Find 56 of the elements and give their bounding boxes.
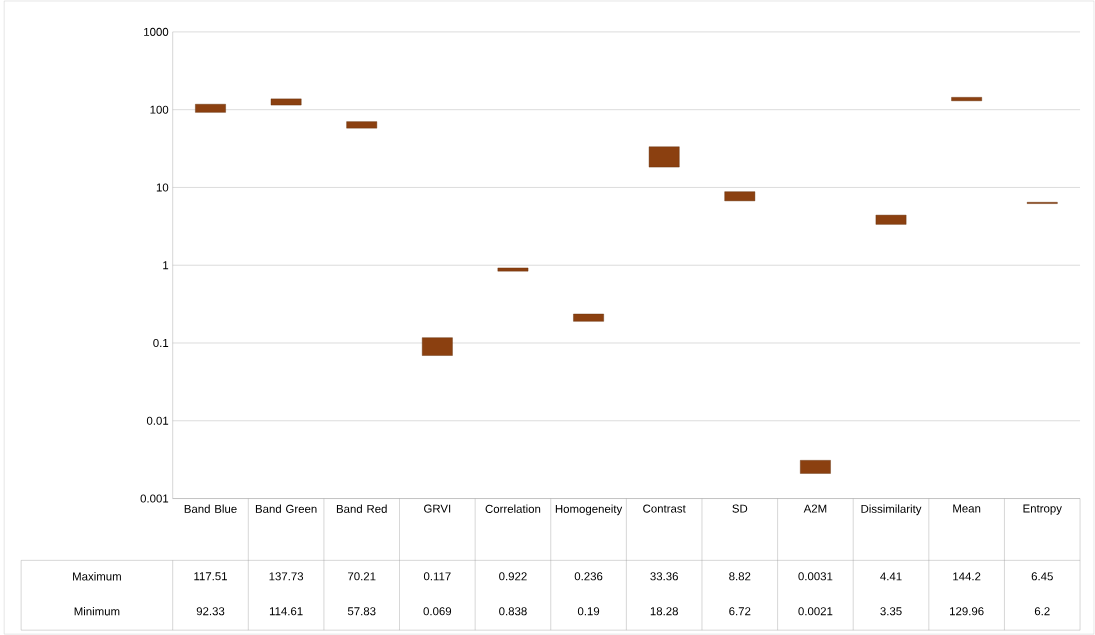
y-tick-label: 0.1 [153, 338, 169, 347]
bar [422, 337, 453, 356]
y-tick-label: 0.01 [146, 416, 169, 425]
bar [346, 121, 378, 129]
data-label: 33.36 [650, 572, 678, 581]
x-tick-label: SD [732, 504, 748, 513]
data-label: 4.41 [880, 572, 902, 581]
y-tick-label: 1000 [144, 27, 169, 36]
text: Maximum [73, 572, 121, 581]
bar [875, 214, 907, 225]
data-label: 0.117 [423, 572, 451, 581]
x-tick-label: Band Blue [184, 504, 237, 513]
bar [497, 267, 529, 272]
text: 6.2 [1034, 607, 1050, 616]
bar [270, 98, 302, 106]
data-label: 8.82 [729, 572, 751, 581]
text: 6.72 [729, 607, 751, 616]
bar [648, 146, 680, 168]
x-tick-label: A2M [803, 504, 827, 513]
x-tick-label: Band Green [255, 504, 317, 513]
data-label: 144.2 [953, 572, 981, 581]
text: 0.838 [499, 607, 527, 616]
text: 114.61 [269, 607, 303, 616]
x-tick-label: Entropy [1023, 504, 1062, 515]
bar [724, 191, 756, 202]
y-tick-label: 100 [150, 105, 169, 114]
y-tick-label: 1 [163, 261, 169, 270]
data-label: 0.0031 [798, 572, 833, 581]
text: 0.19 [577, 607, 600, 616]
data-label: 6.45 [1031, 572, 1053, 581]
text: 92.33 [196, 607, 225, 616]
text: 0.0021 [798, 607, 833, 616]
data-label: 0.922 [499, 572, 527, 581]
text: Minimum [74, 606, 120, 616]
bar [195, 103, 226, 113]
data-label: 117.51 [194, 572, 227, 581]
bar [800, 460, 831, 474]
x-tick-label: GRVI [424, 504, 451, 513]
y-tick-label: 10 [156, 183, 169, 192]
data-label: 0.236 [574, 572, 603, 581]
x-tick-label: Contrast [643, 504, 686, 513]
bar [573, 313, 604, 322]
data-label: 137.73 [269, 572, 304, 581]
data-label: 70.21 [348, 572, 376, 581]
x-tick-label: Dissimilarity [861, 504, 922, 516]
text: 3.35 [880, 607, 902, 616]
x-tick-label: Mean [953, 504, 981, 513]
y-tick-label: 0.001 [140, 494, 169, 503]
x-tick-label: Homogeneity [555, 504, 623, 516]
x-tick-label: Correlation [485, 504, 541, 513]
text: 0.069 [423, 607, 452, 616]
x-tick-label: Band Red [336, 504, 387, 513]
bar [951, 97, 982, 101]
text: 129.96 [950, 607, 984, 616]
text: 18.28 [650, 607, 678, 616]
text: 57.83 [347, 607, 376, 616]
